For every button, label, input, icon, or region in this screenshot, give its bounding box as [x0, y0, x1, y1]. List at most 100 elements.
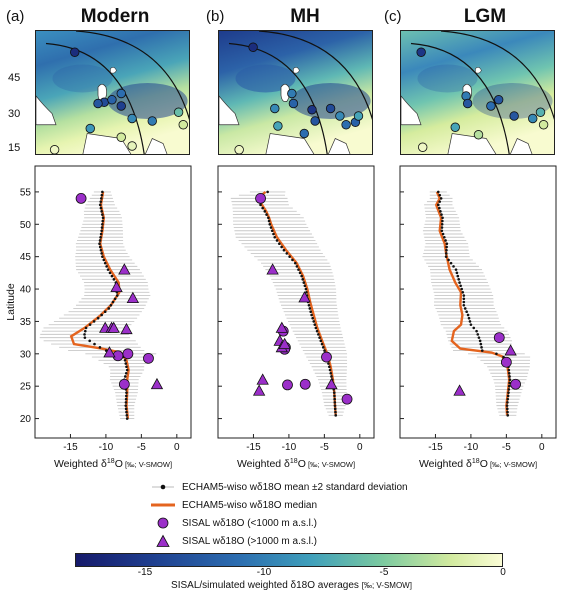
legend-circle: SISAL wδ18O (<1000 m a.s.l.) — [150, 514, 317, 532]
mean-point — [123, 358, 127, 362]
map-station-marker — [287, 88, 297, 99]
panel-letter-c: (c) — [384, 8, 402, 25]
sisal-circle-marker — [510, 378, 521, 390]
legend-median-symbol — [150, 500, 176, 510]
map-station-marker — [270, 103, 280, 114]
sisal-triangle-marker — [325, 377, 338, 390]
mean-point — [462, 303, 466, 307]
x-tick-label: -10 — [99, 442, 114, 453]
map-transect-line — [440, 31, 554, 121]
mean-point — [441, 219, 444, 223]
mean-point — [285, 252, 289, 255]
map-sea-arabian — [447, 133, 497, 154]
legend-circle-symbol — [150, 516, 176, 530]
map-station-marker — [528, 113, 538, 124]
mean-point — [107, 307, 111, 310]
sisal-triangle-marker — [453, 384, 466, 396]
sisal-triangle-marker — [150, 377, 164, 390]
map-lake — [110, 67, 117, 74]
y-tick-label: 35 — [20, 317, 32, 328]
map-station-marker — [116, 132, 126, 142]
x-tick-label: -15 — [246, 442, 261, 453]
colorbar-tick-0: 0 — [500, 567, 506, 578]
map-station-marker — [299, 128, 309, 139]
colorbar-label: SISAL/simulated weighted δ18O averages [… — [0, 580, 583, 591]
mean-point — [295, 265, 299, 268]
mean-point — [447, 258, 450, 262]
mean-point — [282, 248, 286, 252]
mean-point — [124, 397, 128, 401]
sisal-triangle-marker — [103, 346, 116, 358]
map-station-marker — [335, 111, 345, 121]
mean-point — [332, 391, 336, 394]
mean-point — [477, 336, 481, 339]
x-tick-label: -5 — [137, 442, 146, 453]
mean-point — [440, 222, 444, 226]
sisal-triangle-marker — [504, 344, 517, 356]
mean-point — [436, 190, 440, 194]
y-tick-label: 30 — [20, 349, 32, 360]
map-shading-region — [417, 64, 478, 93]
mean-point — [101, 222, 104, 226]
mean-point — [479, 342, 483, 346]
sisal-circle-marker — [341, 393, 353, 405]
sisal-circle-marker — [118, 378, 130, 390]
mean-point — [506, 401, 509, 404]
map-transect-line — [410, 42, 510, 154]
mean-point — [125, 417, 129, 420]
mean-point — [101, 219, 105, 223]
mean-point — [309, 310, 313, 314]
colorbar-tick-m10: -10 — [256, 567, 272, 578]
mean-point — [461, 290, 465, 294]
map-mh-canvas — [219, 31, 372, 154]
mean-point — [444, 252, 448, 255]
median-line — [434, 191, 511, 416]
mean-point — [445, 245, 448, 249]
map-modern-canvas — [36, 31, 189, 154]
mean-point — [125, 410, 128, 414]
mean-point — [310, 313, 313, 317]
map-station-marker — [486, 101, 496, 111]
mean-point — [334, 410, 337, 414]
map-station-marker — [49, 145, 60, 154]
mean-point — [468, 320, 472, 323]
mean-point — [269, 226, 273, 229]
mean-point — [480, 346, 483, 349]
map-station-marker — [178, 120, 188, 130]
mean-point — [480, 349, 484, 352]
x-tick-label: -15 — [428, 442, 443, 453]
mean-point — [99, 248, 103, 252]
y-tick-label: 25 — [20, 382, 32, 393]
map-station-marker — [273, 121, 283, 131]
sisal-circle-marker — [75, 192, 87, 204]
mean-point — [507, 384, 511, 388]
mean-point — [323, 349, 326, 352]
mean-point — [98, 346, 102, 349]
mean-point — [111, 300, 115, 304]
mean-point — [267, 219, 271, 223]
mean-point — [449, 261, 453, 265]
map-transect-line — [258, 31, 372, 121]
mean-point — [124, 404, 128, 407]
mean-point — [333, 401, 337, 404]
map-shading-region — [107, 83, 188, 119]
mean-point — [101, 255, 104, 258]
sisal-triangle-marker — [275, 321, 288, 333]
mean-point — [291, 258, 294, 262]
map-station-marker — [127, 141, 137, 151]
sisal-triangle-marker — [256, 373, 269, 385]
sisal-triangle-marker — [118, 263, 131, 275]
mean-point — [99, 232, 103, 236]
map-ytick-45: 45 — [8, 72, 21, 84]
y-tick-label: 55 — [20, 187, 32, 198]
mean-point — [263, 210, 267, 213]
legend-triangle-symbol — [150, 534, 176, 548]
mean-point — [458, 281, 461, 284]
mean-point — [333, 394, 336, 398]
map-sea-mediterranean — [219, 95, 240, 126]
map-station-marker — [353, 111, 364, 121]
map-lgm — [400, 30, 555, 155]
mean-point — [438, 206, 441, 210]
mean-point — [261, 206, 264, 210]
mean-point — [124, 371, 128, 375]
